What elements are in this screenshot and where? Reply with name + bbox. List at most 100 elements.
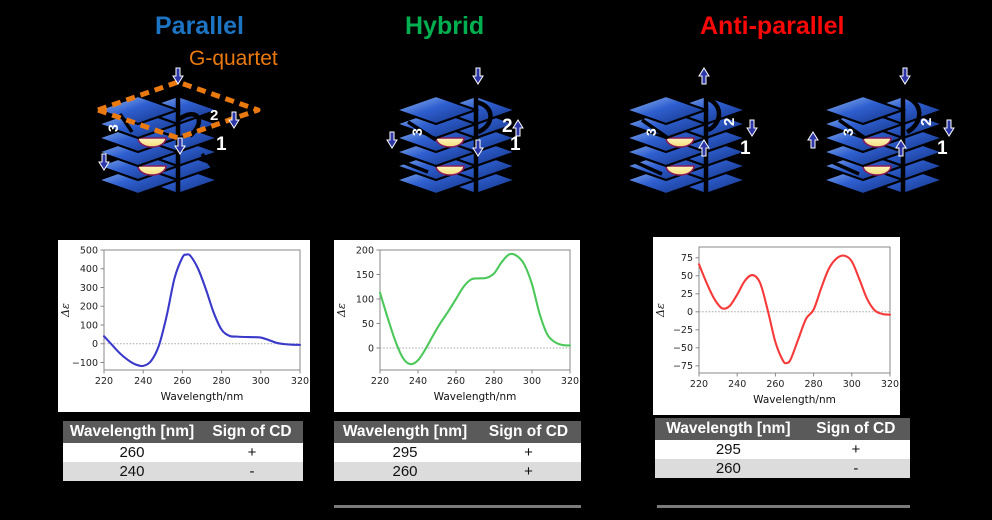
strand-number-1: 1 [216, 134, 227, 155]
table-header-sign: Sign of CD [200, 421, 303, 443]
strand-number-3: 3 [840, 128, 856, 136]
table-header-sign: Sign of CD [801, 418, 910, 440]
strand-direction-arrows [807, 67, 955, 157]
strand-number-3: 3 [643, 128, 659, 136]
y-tick-label: −50 [673, 343, 693, 354]
y-tick-label: 50 [681, 271, 693, 282]
x-tick-label: 220 [95, 376, 113, 387]
strand-direction-arrows [698, 67, 758, 157]
y-tick-label: 200 [356, 245, 374, 256]
cd-signature-table-parallel: Wavelength [nm] Sign of CD 260 +240- [63, 421, 303, 481]
x-tick-label: 300 [523, 376, 541, 387]
x-tick-label: 320 [881, 379, 899, 390]
y-tick-label: 100 [80, 320, 98, 331]
strand-number-2: 2 [502, 116, 513, 137]
cell-wavelength: 260 [63, 443, 201, 462]
y-tick-label: −25 [673, 325, 693, 336]
x-tick-label: 220 [690, 379, 708, 390]
cd-spectrum-hybrid: 0 50 100 150 200 220 240 260 280 300 320 Wavelength… [334, 240, 580, 412]
cell-wavelength: 260 [655, 459, 802, 478]
strand-number-1: 1 [937, 138, 948, 159]
x-tick-label: 240 [409, 376, 427, 387]
strand-number-2: 2 [918, 118, 935, 126]
table-header-wavelength: Wavelength [nm] [334, 421, 477, 443]
table-header-wavelength: Wavelength [nm] [63, 421, 201, 443]
y-tick-label: −75 [673, 361, 693, 372]
cd-spectrum-parallel: −100 0 100 200 300 400 500 220 240 260 280 300 320 Wa… [58, 240, 310, 412]
column-title-hybrid: Hybrid [405, 12, 485, 40]
strand-number-1: 1 [740, 138, 751, 159]
strand-direction-arrows [386, 67, 524, 157]
y-axis-label: Δε [654, 303, 667, 318]
x-tick-label: 300 [252, 376, 270, 387]
cd-signature-table-hybrid: Wavelength [nm] Sign of CD 295 +260 + [334, 421, 581, 481]
strand-number-2: 2 [721, 118, 738, 126]
spectrum-curve-hybrid [378, 252, 572, 366]
x-tick-label: 320 [291, 376, 309, 387]
y-axis-label: Δε [59, 303, 72, 318]
y-tick-label: 0 [687, 307, 693, 318]
cell-wavelength: 260 [334, 462, 477, 481]
x-tick-label: 280 [213, 376, 231, 387]
x-tick-label: 300 [843, 379, 861, 390]
divider-rule-hybrid [334, 505, 581, 508]
y-tick-label: 200 [80, 302, 98, 313]
cell-sign: + [200, 443, 303, 462]
column-title-parallel: Parallel [155, 12, 244, 40]
x-axis-label: Wavelength/nm [434, 391, 517, 403]
table-row: 260- [655, 459, 910, 478]
g-quartet-outline [95, 79, 261, 141]
y-tick-label: 25 [681, 289, 693, 300]
cell-sign: + [476, 462, 581, 481]
x-tick-label: 280 [485, 376, 503, 387]
y-tick-label: 75 [681, 253, 693, 264]
y-tick-label: 50 [362, 319, 374, 330]
y-tick-label: 400 [80, 264, 98, 275]
cell-sign: + [476, 443, 581, 462]
spectrum-curve-parallel [102, 253, 302, 368]
x-tick-label: 240 [728, 379, 746, 390]
plot-frame [379, 249, 571, 371]
divider-rule-antiparallel [657, 505, 910, 508]
g-quartet-label: G-quartet [189, 47, 278, 70]
cell-sign: - [200, 462, 303, 481]
cd-spectrum-antiparallel: −75 −50 −25 0 25 50 75 220 240 260 280 300 320 Wavele… [653, 237, 900, 415]
y-tick-label: 100 [356, 294, 374, 305]
x-tick-label: 240 [134, 376, 152, 387]
g-quadruplex-diagram-antiparallel-b: 1 2 3 [805, 62, 985, 212]
x-tick-label: 220 [371, 376, 389, 387]
strand-number-3: 3 [105, 124, 121, 132]
table-row: 295 + [655, 440, 910, 459]
x-tick-label: 260 [173, 376, 191, 387]
g-quadruplex-diagram-parallel: 1 2 3 [80, 62, 280, 212]
column-title-antiparallel: Anti-parallel [700, 12, 845, 40]
y-tick-label: −100 [72, 358, 98, 369]
table-header-sign: Sign of CD [476, 421, 581, 443]
table-header-wavelength: Wavelength [nm] [655, 418, 802, 440]
table-row: 260 + [63, 443, 303, 462]
y-axis-label: Δε [335, 303, 348, 318]
x-tick-label: 320 [561, 376, 579, 387]
cell-wavelength: 295 [334, 443, 477, 462]
y-tick-label: 500 [80, 245, 98, 256]
spectrum-curve-antiparallel [697, 254, 892, 365]
strand-number-1: 1 [510, 134, 521, 155]
g-quadruplex-diagram-antiparallel-a: 1 2 3 [608, 62, 788, 212]
plot-frame [698, 246, 891, 374]
strand-direction-arrows [98, 67, 240, 171]
x-tick-label: 280 [805, 379, 823, 390]
cell-wavelength: 240 [63, 462, 201, 481]
cell-sign: + [801, 440, 910, 459]
cell-wavelength: 295 [655, 440, 802, 459]
y-tick-label: 150 [356, 270, 374, 281]
cell-sign: - [801, 459, 910, 478]
y-tick-label: 0 [92, 339, 98, 350]
x-tick-label: 260 [447, 376, 465, 387]
x-tick-label: 260 [766, 379, 784, 390]
table-row: 295 + [334, 443, 581, 462]
plot-frame [103, 249, 301, 371]
strand-number-3: 3 [409, 128, 425, 136]
table-row: 240- [63, 462, 303, 481]
y-tick-label: 0 [368, 343, 374, 354]
table-row: 260 + [334, 462, 581, 481]
